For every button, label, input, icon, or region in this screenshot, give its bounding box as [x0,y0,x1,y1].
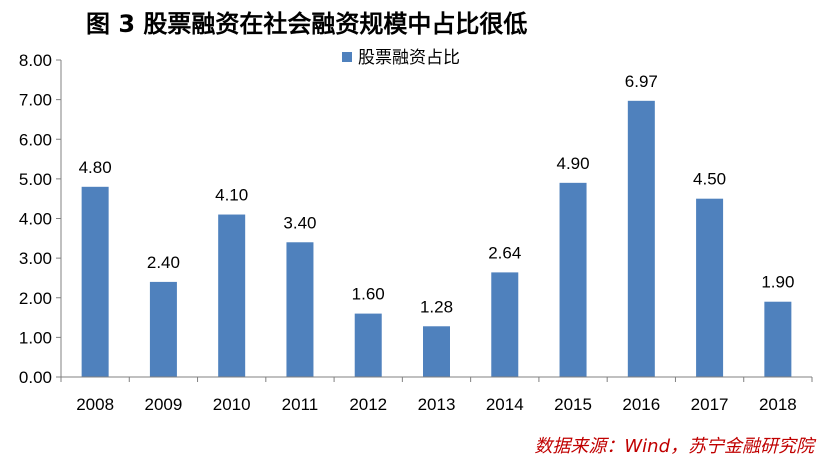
bar-2018 [764,301,792,377]
x-tick-label: 2014 [486,395,524,414]
y-tick-label: 0.00 [19,368,52,387]
data-label-2008: 4.80 [79,158,112,177]
chart-title: 图 3 股票融资在社会融资规模中占比很低 [86,10,528,38]
data-label-2015: 4.90 [556,154,589,173]
bar-2013 [423,326,450,377]
bar-2016 [627,100,655,377]
x-tick-label: 2011 [282,395,319,414]
bar-2012 [354,313,382,377]
bar-2014 [491,272,519,377]
x-tick-label: 2012 [349,395,387,414]
bar-2009 [149,281,177,377]
y-tick-label: 2.00 [19,289,52,308]
bar-2011 [286,242,314,377]
bar-2010 [218,214,246,377]
legend-swatch [342,52,352,62]
data-label-2010: 4.10 [215,186,248,205]
x-tick-label: 2018 [759,395,797,414]
bar-2008 [81,186,109,377]
data-label-2014: 2.64 [488,243,521,262]
x-tick-label: 2008 [76,395,114,414]
data-label-2016: 6.97 [625,72,658,91]
x-tick-label: 2010 [213,395,251,414]
data-label-2018: 1.90 [761,273,794,292]
x-tick-label: 2017 [691,395,729,414]
y-tick-label: 6.00 [19,130,52,149]
data-label-2011: 3.40 [283,213,316,232]
y-tick-label: 3.00 [19,249,52,268]
bar-2015 [559,182,587,377]
data-label-2012: 1.60 [352,285,385,304]
legend-label: 股票融资占比 [358,48,460,68]
data-source-note: 数据来源：Wind，苏宁金融研究院 [534,436,814,457]
x-tick-label: 2009 [144,395,182,414]
data-label-2009: 2.40 [147,253,180,272]
y-tick-label: 8.00 [19,51,52,70]
x-tick-label: 2015 [554,395,592,414]
data-label-2013: 1.28 [420,297,453,316]
x-tick-label: 2016 [622,395,660,414]
y-tick-label: 5.00 [19,170,52,189]
bar-2017 [696,198,724,377]
y-tick-label: 4.00 [19,210,52,229]
data-label-2017: 4.50 [693,170,726,189]
y-tick-label: 7.00 [19,91,52,110]
y-tick-label: 1.00 [19,328,52,347]
x-tick-label: 2013 [418,395,456,414]
